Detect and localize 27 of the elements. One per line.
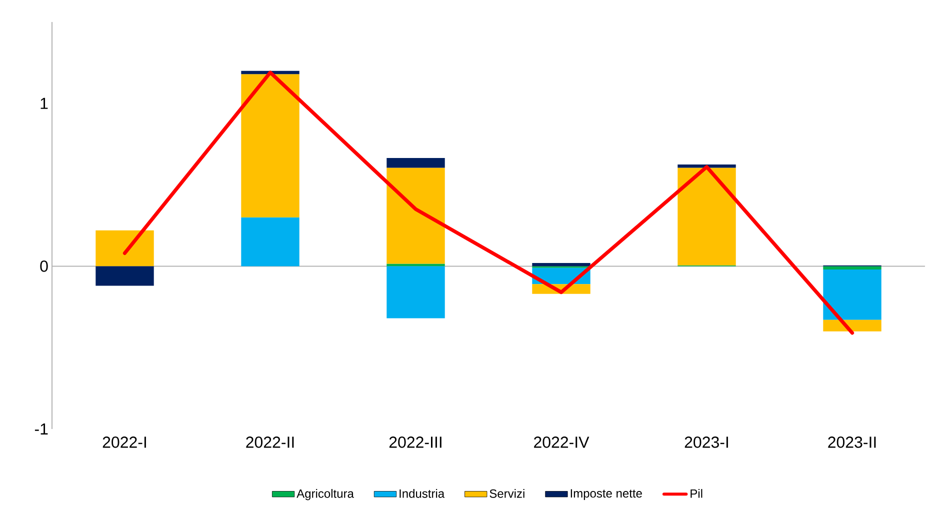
line-series <box>122 70 854 335</box>
legend-label: Imposte nette <box>570 489 642 500</box>
bar <box>241 74 300 218</box>
legend-label: Servizi <box>490 489 524 498</box>
x-tick-label: 2022-III <box>389 436 442 448</box>
x-tick-label: 2022-I <box>102 436 146 448</box>
bar <box>823 266 882 270</box>
bar <box>386 158 445 168</box>
x-tick-label: 2023-II <box>828 436 876 448</box>
bar <box>241 217 300 266</box>
bar <box>96 230 154 266</box>
legend-label: Agricoltura <box>296 489 354 500</box>
bar <box>678 168 736 266</box>
y-tick-label: 0 <box>40 260 48 272</box>
y-tick-label: 1 <box>40 98 48 109</box>
bar <box>386 266 445 318</box>
x-tick-label: 2022-IV <box>534 436 590 448</box>
x-tick-label: 2022-II <box>246 436 294 448</box>
legend-label: Industria <box>400 489 445 498</box>
x-tick-label: 2023-I <box>684 436 728 448</box>
bar <box>96 266 154 286</box>
bar <box>532 262 590 266</box>
bar <box>823 269 882 320</box>
legend-label: Pil <box>690 489 702 498</box>
bar <box>823 320 882 332</box>
bar <box>386 168 445 264</box>
y-tick-label: -1 <box>34 423 48 435</box>
